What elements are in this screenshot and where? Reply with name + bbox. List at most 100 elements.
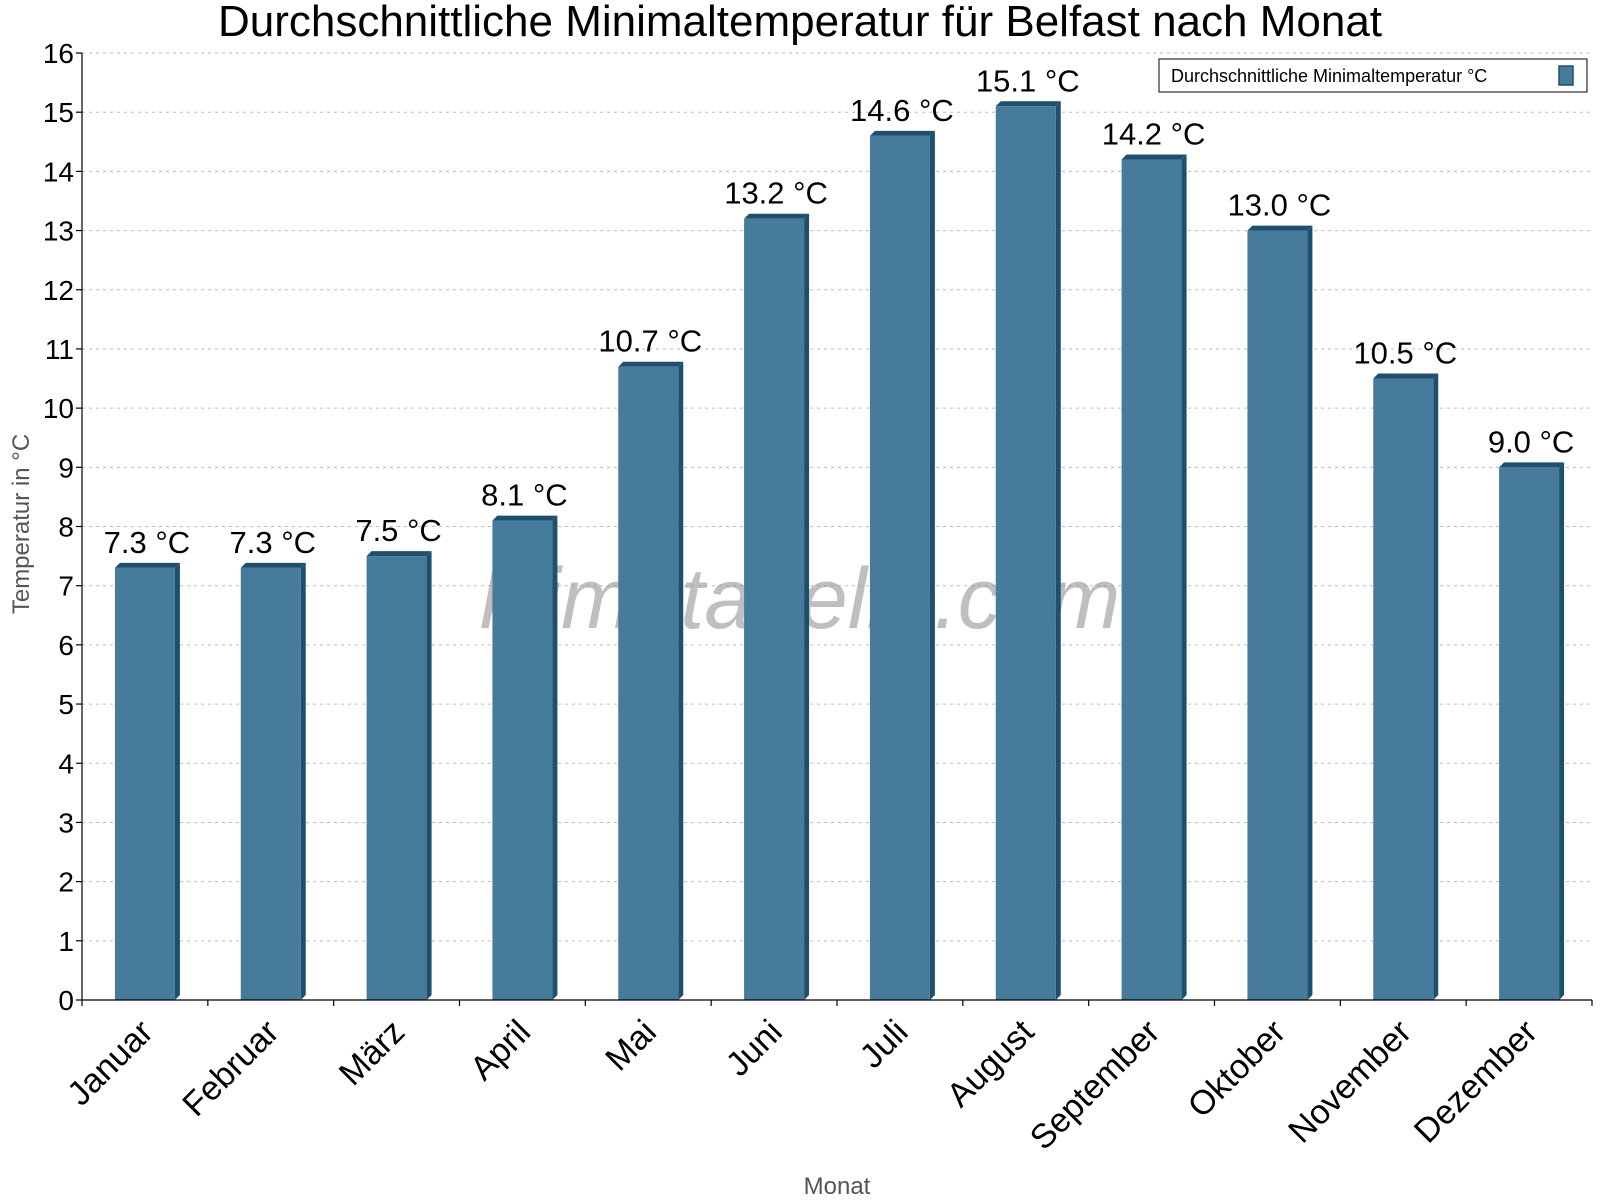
bar (366, 556, 427, 1000)
y-tick-label: 14 (43, 156, 74, 187)
bar-top (869, 130, 935, 136)
bar-top (744, 213, 810, 219)
y-tick-label: 9 (58, 452, 74, 483)
bar-side (804, 213, 810, 1001)
bar-11 (1373, 373, 1439, 1000)
bar-side (678, 361, 684, 1001)
legend-swatch (1558, 65, 1574, 86)
bar-2 (240, 562, 306, 1000)
x-tick-label: Oktober (1181, 1013, 1293, 1125)
data-label: 13.0 °C (1228, 188, 1332, 223)
bar (869, 135, 930, 1001)
bar-10 (1247, 225, 1313, 1000)
bar-8 (995, 101, 1061, 1001)
data-label: 14.2 °C (1102, 117, 1206, 152)
y-tick-label: 11 (45, 334, 74, 365)
bar (240, 567, 301, 1000)
y-tick-label: 1 (58, 926, 74, 957)
y-tick-label: 3 (58, 807, 74, 838)
x-tick-label: Januar (60, 1013, 160, 1113)
bar-1 (114, 562, 180, 1000)
bar (1121, 159, 1182, 1001)
bar-5 (618, 361, 684, 1001)
x-tick-label: November (1281, 1013, 1419, 1151)
bar-top (1247, 225, 1313, 231)
y-tick-label: 15 (43, 97, 74, 128)
bar-side (552, 515, 558, 1000)
x-tick-label: Dezember (1407, 1013, 1545, 1151)
bar-top (995, 101, 1061, 107)
bar-side (929, 130, 935, 1001)
bar-side (1181, 154, 1187, 1001)
y-tick-label: 4 (58, 748, 74, 779)
data-label: 7.5 °C (355, 513, 442, 548)
bar-9 (1121, 154, 1187, 1001)
bar-top (492, 515, 558, 521)
bar-side (1307, 225, 1313, 1000)
y-tick-label: 7 (58, 571, 74, 602)
bar (492, 520, 553, 1000)
bar-top (1373, 373, 1439, 379)
y-tick-label: 8 (58, 512, 74, 543)
bar-top (618, 361, 684, 367)
data-label: 10.5 °C (1353, 336, 1457, 371)
data-label: 13.2 °C (724, 176, 828, 211)
bar-side (174, 562, 180, 1000)
data-label: 15.1 °C (976, 63, 1080, 98)
bar (618, 366, 679, 1001)
x-axis-label: Monat (804, 1173, 871, 1200)
chart-title: Durchschnittliche Minimaltemperatur für … (218, 0, 1382, 46)
bar-12 (1499, 462, 1565, 1000)
bar-7 (869, 130, 935, 1001)
y-tick-label: 0 (58, 985, 74, 1016)
y-tick-label: 16 (43, 38, 74, 69)
x-tick-label: Juni (719, 1013, 790, 1084)
legend: Durchschnittliche Minimaltemperatur °C (1158, 58, 1588, 93)
y-axis-label: Temperatur in °C (8, 434, 35, 614)
bar-6 (744, 213, 810, 1001)
x-tick-label: Februar (175, 1013, 286, 1124)
bars-layer (114, 101, 1565, 1001)
bar (1247, 230, 1308, 1000)
legend-box (1158, 58, 1588, 93)
bar-3 (366, 551, 432, 1000)
grid-layer (82, 52, 1592, 942)
y-tick-label: 13 (43, 216, 74, 247)
y-tick-label: 10 (43, 393, 74, 424)
bar-side (1559, 462, 1565, 1000)
legend-label: Durchschnittliche Minimaltemperatur °C (1171, 66, 1487, 86)
data-label: 7.3 °C (104, 525, 191, 560)
bar-side (1433, 373, 1439, 1000)
x-tick-label: Mai (598, 1013, 664, 1079)
bar-side (300, 562, 306, 1000)
data-label: 8.1 °C (481, 478, 568, 513)
x-tick-label: März (332, 1013, 412, 1093)
y-tick-label: 12 (43, 275, 74, 306)
y-tick-label: 2 (58, 867, 74, 898)
data-label: 7.3 °C (230, 525, 317, 560)
bar (995, 106, 1056, 1001)
bar-4 (492, 515, 558, 1000)
bar-top (1121, 154, 1187, 160)
bar-top (240, 562, 306, 568)
data-label: 9.0 °C (1488, 424, 1575, 459)
x-tick-label: April (463, 1013, 538, 1088)
x-tick-label: September (1023, 1013, 1167, 1157)
bar (1373, 378, 1434, 1000)
bar-top (114, 562, 180, 568)
x-tick-label: Juli (853, 1013, 916, 1076)
bar-top (1499, 462, 1565, 468)
bar (114, 567, 175, 1000)
bar-side (1055, 101, 1061, 1001)
bar (1499, 467, 1560, 1000)
x-tick-label: August (940, 1012, 1042, 1114)
data-label: 10.7 °C (598, 324, 702, 359)
bar (744, 218, 805, 1001)
y-tick-label: 5 (58, 689, 74, 720)
data-label: 14.6 °C (850, 93, 954, 128)
bar-side (426, 551, 432, 1000)
y-tick-label: 6 (58, 630, 74, 661)
bar-top (366, 551, 432, 557)
